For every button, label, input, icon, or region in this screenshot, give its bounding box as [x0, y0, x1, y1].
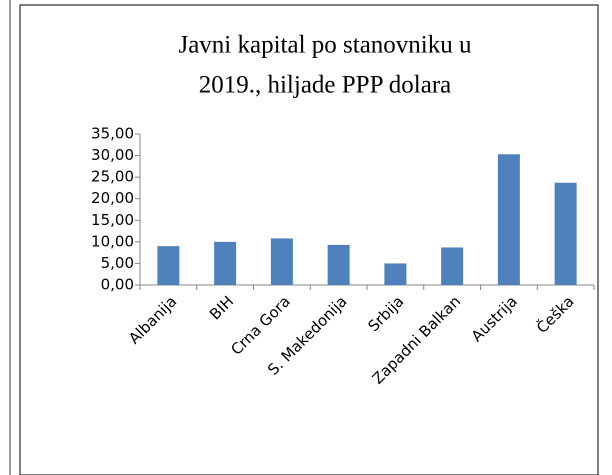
y-tick-label: 5,00: [101, 254, 134, 272]
bar: [327, 244, 350, 285]
y-tick-label: 30,00: [91, 146, 134, 164]
y-tick-label: 25,00: [91, 168, 134, 186]
y-tick-label: 10,00: [91, 232, 134, 250]
y-tick-label: 15,00: [91, 211, 134, 229]
y-tick-label: 0,00: [101, 276, 134, 294]
chart-frame: [19, 4, 599, 475]
y-tick-label: 35,00: [91, 125, 134, 143]
bar: [384, 263, 407, 285]
chart-title: 2019., hiljade PPP dolara: [199, 72, 452, 99]
bar: [554, 182, 577, 285]
bar: [270, 238, 293, 285]
bar: [497, 154, 520, 285]
bar: [441, 247, 464, 285]
bar: [157, 246, 180, 285]
chart-title: Javni kapital po stanovniku u: [178, 32, 472, 59]
y-tick-label: 20,00: [91, 189, 134, 207]
bar: [214, 241, 237, 285]
